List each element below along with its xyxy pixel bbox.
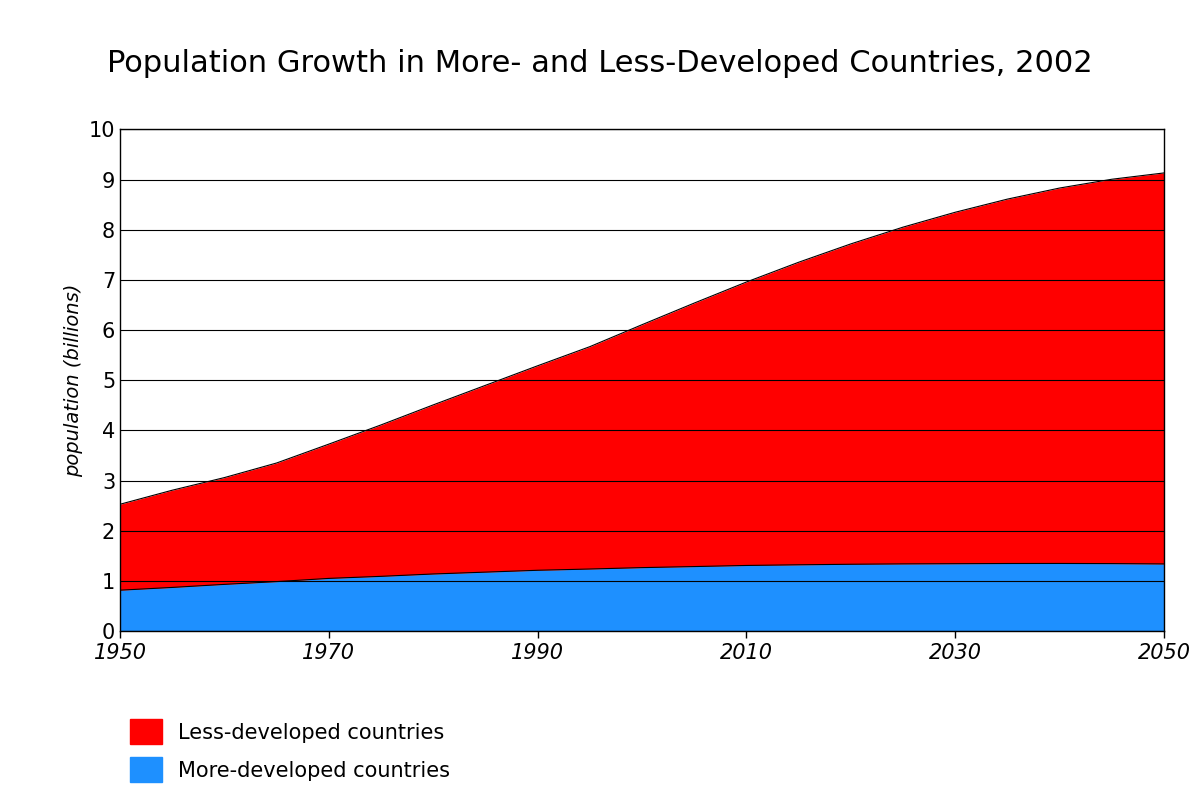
Legend: Less-developed countries, More-developed countries: Less-developed countries, More-developed… — [131, 719, 450, 782]
Y-axis label: population (billions): population (billions) — [64, 283, 83, 477]
Text: Population Growth in More- and Less-Developed Countries, 2002: Population Growth in More- and Less-Deve… — [107, 49, 1093, 78]
